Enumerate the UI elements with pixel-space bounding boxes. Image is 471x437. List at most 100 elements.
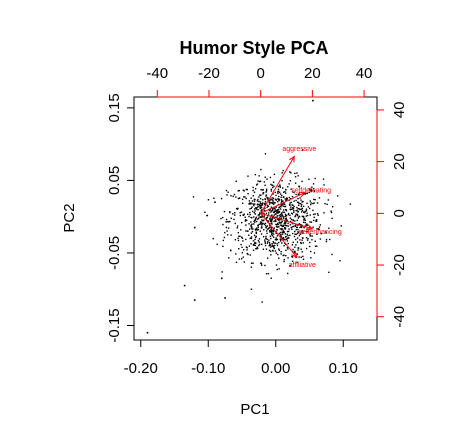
data-point: [279, 228, 282, 230]
data-point: [282, 217, 285, 219]
data-point: [319, 224, 322, 226]
data-point: [331, 206, 334, 208]
data-point: [313, 198, 315, 201]
data-point: [282, 169, 284, 172]
data-point: [268, 203, 271, 205]
data-point: [304, 193, 306, 195]
data-point: [271, 216, 274, 219]
data-point: [255, 207, 257, 209]
data-point: [248, 234, 250, 236]
data-point: [270, 219, 272, 221]
data-point: [234, 239, 237, 241]
data-point: [253, 204, 255, 207]
data-point: [309, 233, 311, 235]
data-point: [292, 207, 295, 210]
data-point: [312, 226, 314, 228]
data-point: [261, 219, 263, 221]
data-point: [290, 206, 292, 208]
data-point: [232, 195, 234, 198]
data-point: [257, 214, 260, 216]
data-point: [284, 192, 287, 194]
data-point: [282, 205, 284, 207]
data-point: [308, 245, 311, 248]
data-point: [249, 208, 251, 210]
data-point: [223, 236, 226, 239]
data-point: [256, 220, 258, 223]
data-point: [318, 197, 321, 199]
data-point: [239, 214, 242, 217]
data-point: [276, 244, 279, 247]
data-point: [309, 241, 311, 244]
data-point: [290, 212, 293, 215]
data-point: [290, 226, 292, 229]
data-point: [271, 218, 273, 220]
data-point: [229, 211, 231, 213]
data-point: [287, 186, 289, 188]
data-point: [259, 223, 262, 225]
data-point: [280, 217, 283, 219]
data-point: [269, 231, 271, 233]
data-point: [284, 205, 287, 208]
data-point: [293, 205, 295, 208]
data-point: [260, 205, 263, 207]
data-point: [248, 245, 251, 247]
data-point: [277, 192, 279, 195]
data-point: [337, 195, 339, 197]
data-point: [271, 210, 273, 212]
data-point: [288, 203, 291, 206]
data-point: [248, 211, 251, 214]
data-point: [243, 249, 245, 251]
data-point: [274, 213, 277, 215]
data-point: [227, 191, 229, 193]
data-point: [294, 233, 296, 235]
data-point: [247, 175, 249, 177]
data-point: [252, 228, 254, 230]
data-point: [287, 242, 290, 245]
data-point: [280, 199, 283, 201]
data-point: [260, 221, 263, 224]
data-point: [275, 238, 278, 241]
data-point: [256, 218, 259, 220]
data-point: [255, 235, 257, 238]
data-point: [281, 229, 283, 231]
data-point: [247, 230, 249, 232]
data-point: [323, 184, 325, 186]
data-point: [284, 205, 286, 208]
data-point: [253, 244, 255, 246]
data-point: [284, 228, 286, 230]
data-point: [266, 232, 268, 235]
data-point: [297, 217, 300, 219]
data-point: [251, 206, 253, 208]
data-point: [206, 214, 208, 217]
data-point: [300, 203, 303, 206]
data-point: [241, 198, 244, 201]
data-point: [301, 201, 303, 203]
data-point: [327, 199, 330, 201]
data-point: [257, 180, 259, 182]
data-point: [266, 228, 269, 230]
data-point: [269, 176, 272, 179]
data-point: [270, 254, 272, 256]
data-point: [268, 239, 270, 241]
data-point: [316, 219, 318, 221]
data-point: [292, 241, 294, 244]
data-point: [283, 211, 286, 214]
data-point: [273, 201, 275, 204]
data-point: [226, 220, 229, 223]
data-point: [292, 206, 294, 209]
data-point: [277, 198, 279, 200]
data-point: [298, 202, 300, 204]
data-point: [238, 197, 241, 199]
data-point: [268, 249, 271, 252]
data-point: [270, 231, 273, 234]
data-point: [292, 248, 294, 251]
data-point: [295, 199, 297, 202]
data-point: [267, 228, 270, 230]
data-point: [263, 202, 266, 205]
data-point: [278, 206, 281, 208]
data-point: [296, 206, 298, 209]
data-point: [287, 234, 289, 237]
data-point: [302, 215, 305, 218]
x-tick-label: -0.10: [191, 360, 225, 377]
data-point: [260, 225, 263, 227]
